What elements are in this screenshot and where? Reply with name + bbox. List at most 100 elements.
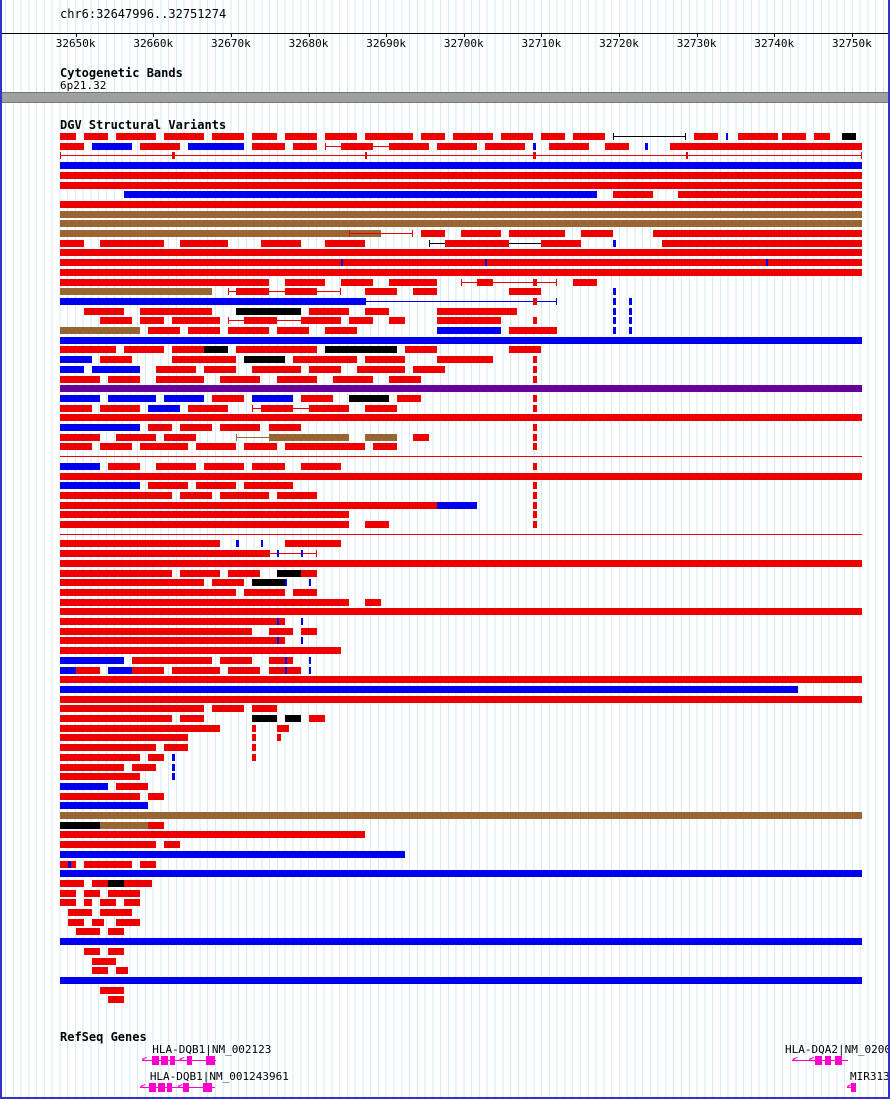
variant-bar[interactable] (533, 346, 538, 354)
variant-bar[interactable] (308, 540, 341, 548)
variant-bar[interactable] (92, 967, 109, 975)
cytoband-bar[interactable] (2, 92, 888, 103)
gene-glyph[interactable]: < < (141, 1055, 217, 1065)
variant-bar[interactable] (436, 356, 494, 364)
variant-bar[interactable] (765, 259, 769, 267)
variant-bar[interactable] (172, 152, 175, 160)
variant-bar[interactable] (348, 394, 389, 402)
variant-bar[interactable] (60, 618, 285, 625)
variant-bar[interactable] (284, 443, 365, 451)
variant-bar[interactable] (300, 462, 341, 470)
variant-bar[interactable] (100, 239, 165, 247)
variant-bar[interactable] (324, 327, 357, 334)
variant-bar[interactable] (533, 404, 538, 412)
variant-bar[interactable] (60, 695, 862, 703)
variant-bar[interactable] (60, 162, 862, 170)
variant-bar[interactable] (300, 637, 303, 645)
variant-bar[interactable] (60, 268, 862, 276)
variant-bar[interactable] (60, 976, 862, 984)
variant-bar[interactable] (60, 569, 173, 577)
variant-bar[interactable] (725, 133, 729, 140)
variant-bar[interactable] (308, 656, 311, 664)
variant-bar[interactable] (461, 278, 558, 286)
variant-bar[interactable] (60, 938, 862, 946)
variant-bar[interactable] (156, 365, 197, 373)
variant-bar[interactable] (276, 734, 281, 742)
variant-bar[interactable] (533, 521, 538, 528)
variant-bar[interactable] (244, 317, 277, 325)
variant-bar[interactable] (60, 181, 862, 189)
variant-bar[interactable] (533, 365, 538, 373)
variant-bar[interactable] (284, 288, 317, 296)
variant-bar[interactable] (172, 346, 205, 354)
variant-bar[interactable] (533, 443, 538, 451)
variant-bar[interactable] (372, 443, 397, 451)
variant-bar[interactable] (276, 637, 279, 645)
variant-bar[interactable] (60, 870, 862, 878)
variant-bar[interactable] (60, 734, 189, 742)
variant-bar[interactable] (252, 753, 257, 761)
variant-bar[interactable] (84, 947, 101, 955)
variant-bar[interactable] (252, 734, 257, 742)
variant-bar[interactable] (60, 346, 117, 354)
variant-bar[interactable] (308, 579, 311, 587)
variant-bar[interactable] (180, 569, 221, 577)
variant-bar[interactable] (60, 501, 437, 509)
variant-bar[interactable] (436, 142, 478, 150)
variant-bar[interactable] (60, 249, 862, 257)
variant-bar[interactable] (100, 317, 133, 325)
variant-bar[interactable] (204, 346, 229, 354)
variant-bar[interactable] (364, 133, 413, 140)
variant-bar[interactable] (613, 297, 616, 305)
variant-bar[interactable] (148, 424, 173, 431)
variant-bar[interactable] (300, 394, 333, 402)
variant-bar[interactable] (252, 579, 285, 587)
variant-bar[interactable] (236, 540, 239, 548)
variant-bar[interactable] (509, 327, 558, 334)
variant-bar[interactable] (533, 288, 538, 296)
variant-bar[interactable] (236, 288, 269, 296)
variant-bar[interactable] (60, 297, 365, 305)
variant-bar[interactable] (108, 947, 125, 955)
variant-bar[interactable] (60, 133, 77, 140)
gene-label[interactable]: HLA-DQB1|NM_002123 (152, 1043, 272, 1056)
variant-bar[interactable] (132, 656, 213, 664)
variant-bar[interactable] (613, 317, 616, 325)
variant-bar[interactable] (164, 433, 197, 441)
variant-bar[interactable] (60, 356, 93, 364)
variant-bar[interactable] (60, 676, 862, 684)
variant-bar[interactable] (100, 356, 133, 364)
variant-bar[interactable] (420, 133, 445, 140)
variant-bar[interactable] (60, 230, 381, 237)
variant-bar[interactable] (292, 588, 317, 596)
variant-bar[interactable] (364, 152, 368, 160)
variant-bar[interactable] (228, 569, 261, 577)
variant-bar[interactable] (156, 462, 197, 470)
variant-bar[interactable] (509, 230, 566, 237)
variant-bar[interactable] (629, 307, 632, 315)
variant-bar[interactable] (84, 133, 109, 140)
variant-bar[interactable] (60, 821, 101, 829)
variant-bar[interactable] (573, 133, 606, 140)
variant-bar[interactable] (533, 394, 538, 402)
variant-bar[interactable] (212, 394, 245, 402)
variant-bar[interactable] (509, 346, 542, 354)
variant-bar[interactable] (60, 462, 101, 470)
variant-bar[interactable] (348, 317, 373, 325)
variant-bar[interactable] (541, 133, 566, 140)
variant-bar[interactable] (509, 288, 542, 296)
variant-bar[interactable] (180, 424, 213, 431)
variant-bar[interactable] (60, 792, 141, 800)
variant-bar[interactable] (677, 191, 862, 199)
variant-bar[interactable] (613, 327, 616, 334)
variant-bar[interactable] (124, 346, 165, 354)
variant-bar[interactable] (60, 715, 173, 722)
variant-bar[interactable] (212, 705, 245, 713)
variant-bar[interactable] (60, 627, 253, 635)
variant-bar[interactable] (252, 365, 301, 373)
variant-bar[interactable] (737, 133, 778, 140)
variant-bar[interactable] (60, 414, 862, 422)
variant-bar[interactable] (276, 724, 289, 732)
variant-bar[interactable] (276, 327, 309, 334)
variant-bar[interactable] (108, 879, 125, 887)
